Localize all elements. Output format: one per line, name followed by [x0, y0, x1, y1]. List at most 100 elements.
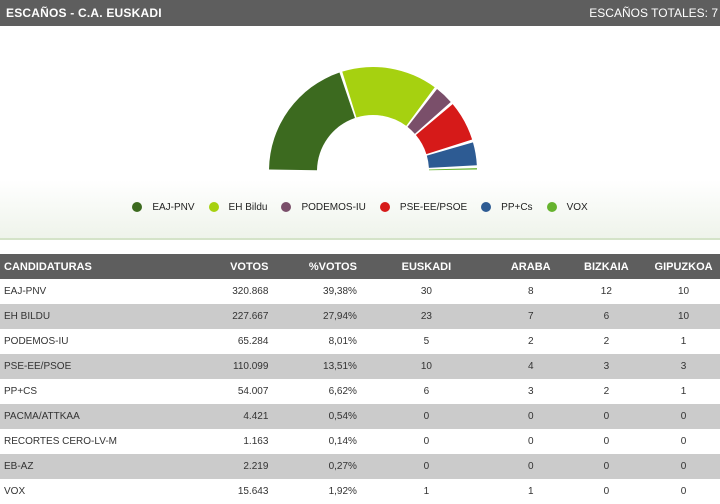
cell-araba: 0: [527, 461, 534, 472]
legend-label: EAJ-PNV: [152, 201, 195, 213]
cell-gipuzkoa: 0: [680, 486, 687, 497]
seat-slice-vox: [428, 168, 477, 171]
table-row: VOX 15.643 1,92% 1 1 0 0: [0, 479, 720, 504]
cell-candidatura: EAJ-PNV: [4, 286, 47, 297]
cell-votos: 227.667: [232, 311, 269, 322]
table-row: PSE-EE/PSOE 110.099 13,51% 10 4 3 3: [0, 354, 720, 379]
cell-araba: 2: [527, 336, 534, 347]
header-votos: VOTOS: [230, 260, 269, 273]
cell-euskadi: 1: [423, 486, 430, 497]
cell-bizkaia: 3: [603, 361, 610, 372]
cell-votos: 320.868: [232, 286, 269, 297]
cell-gipuzkoa: 3: [680, 361, 687, 372]
table-row: EAJ-PNV 320.868 39,38% 30 8 12 10: [0, 279, 720, 304]
table-row: PACMA/ATTKAA 4.421 0,54% 0 0 0 0: [0, 404, 720, 429]
cell-araba: 1: [527, 486, 534, 497]
legend-label: EH Bildu: [228, 201, 268, 213]
cell-votos: 15.643: [237, 486, 269, 497]
cell-bizkaia: 0: [603, 436, 610, 447]
cell-euskadi: 0: [423, 461, 430, 472]
cell-candidatura: EB-AZ: [4, 461, 34, 472]
seat-slice-pp-cs: [426, 142, 477, 168]
cell-pct-votos: 1,92%: [328, 486, 357, 497]
legend-swatch: [132, 202, 143, 212]
legend-swatch: [481, 202, 492, 212]
cell-araba: 0: [527, 411, 534, 422]
cell-pct-votos: 27,94%: [323, 311, 357, 322]
cell-gipuzkoa: 0: [680, 461, 687, 472]
cell-gipuzkoa: 0: [680, 411, 687, 422]
cell-euskadi: 6: [423, 386, 430, 397]
cell-gipuzkoa: 1: [680, 386, 687, 397]
cell-euskadi: 5: [423, 336, 430, 347]
table-row: PP+CS 54.007 6,62% 6 3 2 1: [0, 379, 720, 404]
table-header-row: CANDIDATURAS VOTOS %VOTOS EUSKADI ARABA …: [0, 254, 720, 279]
cell-pct-votos: 0,54%: [328, 411, 357, 422]
cell-candidatura: PSE-EE/PSOE: [4, 361, 72, 372]
legend-label: PP+Cs: [501, 201, 533, 213]
cell-bizkaia: 0: [603, 411, 610, 422]
seat-slice-eh-bildu: [342, 67, 435, 126]
cell-araba: 4: [527, 361, 534, 372]
cell-bizkaia: 0: [603, 486, 610, 497]
table-row: PODEMOS-IU 65.284 8,01% 5 2 2 1: [0, 329, 720, 354]
panel-divider: [0, 238, 720, 240]
header-bizkaia: BIZKAIA: [584, 260, 629, 273]
legend-item-pse-ee-psoe: PSE-EE/PSOE: [379, 199, 468, 215]
chart-legend: EAJ-PNV EH Bildu PODEMOS-IU PSE-EE/PSOE …: [0, 199, 720, 215]
cell-candidatura: PODEMOS-IU: [4, 336, 69, 347]
legend-swatch: [208, 202, 219, 212]
cell-araba: 8: [527, 286, 534, 297]
cell-pct-votos: 6,62%: [328, 386, 357, 397]
cell-araba: 7: [527, 311, 534, 322]
cell-euskadi: 0: [423, 436, 430, 447]
cell-euskadi: 30: [420, 286, 432, 297]
seats-chart-panel: EAJ-PNV EH Bildu PODEMOS-IU PSE-EE/PSOE …: [0, 26, 720, 240]
cell-gipuzkoa: 1: [680, 336, 687, 347]
header-araba: ARABA: [510, 260, 551, 273]
cell-candidatura: PACMA/ATTKAA: [4, 411, 80, 422]
cell-bizkaia: 2: [603, 336, 610, 347]
results-table: CANDIDATURAS VOTOS %VOTOS EUSKADI ARABA …: [0, 254, 720, 504]
cell-candidatura: RECORTES CERO-LV-M: [4, 436, 117, 447]
top-bar: ESCAÑOS - C.A. EUSKADI ESCAÑOS TOTALES: …: [0, 0, 720, 26]
cell-bizkaia: 2: [603, 386, 610, 397]
cell-votos: 1.163: [243, 436, 269, 447]
legend-swatch: [546, 202, 557, 212]
legend-swatch: [379, 202, 390, 212]
table-row: EB-AZ 2.219 0,27% 0 0 0 0: [0, 454, 720, 479]
header-gipuzkoa: GIPUZKOA: [654, 260, 713, 273]
legend-item-eaj-pnv: EAJ-PNV: [132, 199, 195, 215]
header-pct-votos: %VOTOS: [308, 260, 357, 273]
legend-label: VOX: [566, 201, 588, 213]
cell-gipuzkoa: 10: [678, 311, 690, 322]
cell-votos: 65.284: [237, 336, 269, 347]
cell-pct-votos: 13,51%: [323, 361, 357, 372]
legend-item-vox: VOX: [546, 199, 588, 215]
cell-araba: 3: [527, 386, 534, 397]
cell-candidatura: PP+CS: [4, 386, 38, 397]
cell-bizkaia: 6: [603, 311, 610, 322]
cell-bizkaia: 0: [603, 461, 610, 472]
cell-votos: 4.421: [243, 411, 269, 422]
cell-euskadi: 23: [420, 311, 432, 322]
legend-item-podemos-iu: PODEMOS-IU: [281, 199, 366, 215]
cell-euskadi: 0: [423, 411, 430, 422]
cell-gipuzkoa: 0: [680, 436, 687, 447]
legend-item-pp-cs: PP+Cs: [481, 199, 533, 215]
table-row: RECORTES CERO-LV-M 1.163 0,14% 0 0 0 0: [0, 429, 720, 454]
seat-slice-pse-ee-psoe: [415, 104, 473, 155]
cell-candidatura: VOX: [4, 486, 26, 497]
cell-pct-votos: 8,01%: [328, 336, 357, 347]
seats-hemicycle-chart: [269, 67, 477, 171]
total-seats-label: ESCAÑOS TOTALES: 7: [589, 6, 718, 20]
cell-votos: 2.219: [243, 461, 269, 472]
legend-label: PODEMOS-IU: [301, 201, 366, 213]
cell-pct-votos: 0,14%: [328, 436, 357, 447]
cell-bizkaia: 12: [600, 286, 612, 297]
cell-gipuzkoa: 10: [678, 286, 690, 297]
page-title: ESCAÑOS - C.A. EUSKADI: [6, 6, 162, 20]
cell-pct-votos: 0,27%: [328, 461, 357, 472]
legend-label: PSE-EE/PSOE: [399, 201, 468, 213]
cell-araba: 0: [527, 436, 534, 447]
